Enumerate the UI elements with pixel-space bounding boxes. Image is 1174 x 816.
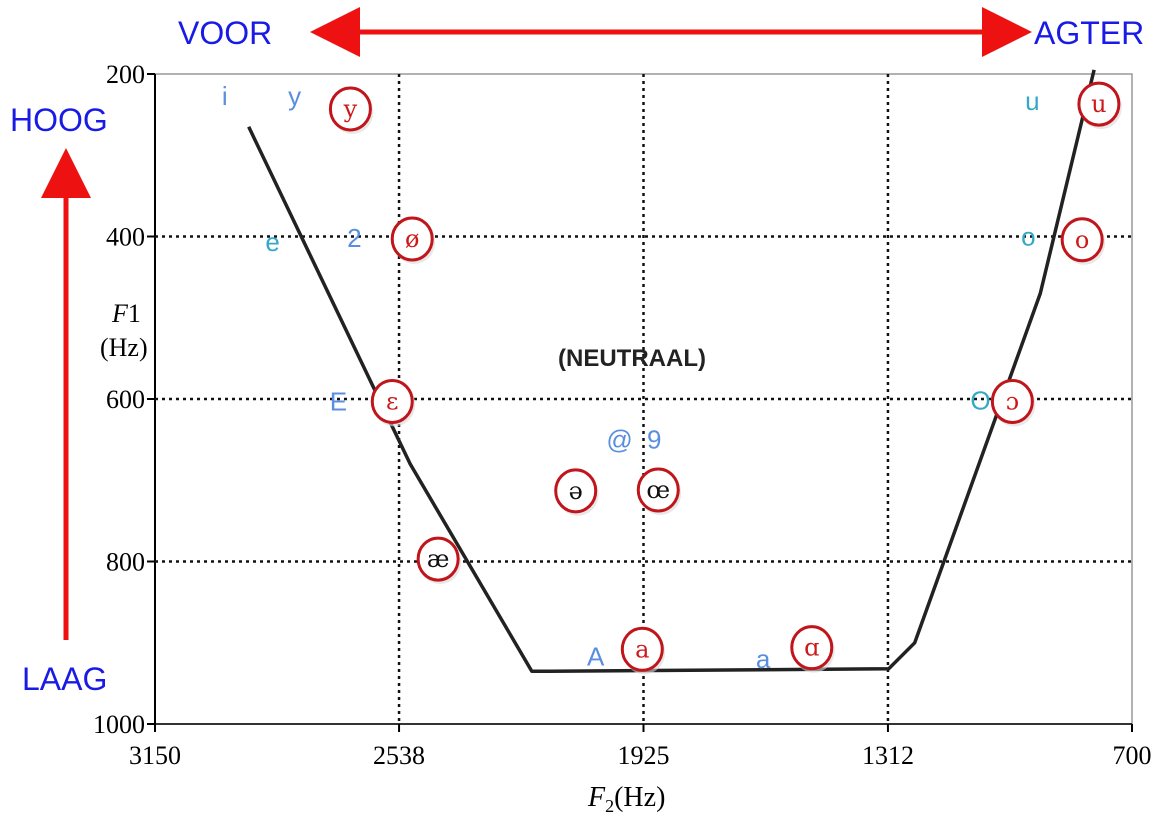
x-tick-label: 3150 — [129, 741, 181, 770]
sampa-label: 2 — [347, 223, 361, 253]
circled-vowel: ɔ — [990, 378, 1036, 427]
vowel-circle — [370, 378, 414, 424]
sampa-labels: i y e 2 E @ 9 A a u o O — [222, 81, 1040, 674]
sampa-label: u — [1025, 86, 1039, 116]
circled-vowel: ɑ — [790, 625, 835, 673]
sampa-label: y — [288, 81, 301, 111]
vowel-circle — [1077, 81, 1121, 127]
circled-vowel: a — [620, 626, 666, 675]
y-tick-label: 400 — [106, 223, 145, 252]
vowel-circle — [990, 378, 1034, 424]
low-label: LAAG — [22, 661, 107, 697]
vowel-symbol: œ — [646, 476, 670, 504]
sampa-label: a — [756, 644, 771, 674]
sampa-label: e — [265, 227, 279, 257]
sampa-label: o — [1021, 222, 1035, 252]
x-axis-title: F2(Hz) — [587, 782, 665, 816]
vowel-symbol: u — [1091, 90, 1106, 118]
vowel-circle — [1060, 217, 1104, 263]
circled-vowels: y ø ɛ æ ə œ a ɑ ɔ o u — [328, 81, 1122, 675]
sampa-label: A — [587, 642, 605, 672]
x-tick-label: 2538 — [373, 741, 425, 770]
circled-vowel: œ — [636, 467, 682, 515]
circled-vowel: y — [328, 86, 374, 134]
vowel-symbol: y — [343, 95, 358, 123]
vowel-symbol: æ — [427, 545, 450, 573]
vowel-symbol: ə — [569, 477, 583, 505]
vowel-symbol: ɔ — [1006, 387, 1019, 415]
x-tick-label: 1925 — [618, 741, 670, 770]
y-tick-label: 1000 — [93, 710, 145, 739]
circled-vowel: ɛ — [370, 378, 416, 427]
back-label: AGTER — [1034, 15, 1144, 51]
sampa-label: E — [330, 386, 347, 416]
neutral-label: (NEUTRAAL) — [558, 345, 706, 372]
vowel-symbol: ɑ — [804, 634, 819, 662]
vowel-symbol: o — [1075, 226, 1089, 254]
vowel-circle — [790, 625, 834, 671]
vowel-circle — [390, 216, 434, 262]
vowel-circle — [328, 86, 372, 132]
high-label: HOOG — [10, 102, 108, 138]
vowel-symbol: ø — [405, 225, 419, 253]
x-tick-label: 1312 — [862, 741, 914, 770]
circled-vowel: u — [1077, 81, 1122, 130]
sampa-label: O — [970, 386, 990, 416]
sampa-label: @ — [606, 425, 632, 455]
circled-vowel: æ — [416, 536, 462, 585]
front-label: VOOR — [178, 15, 272, 51]
circled-vowel: ə — [554, 468, 599, 516]
vowel-circle — [416, 536, 460, 582]
vowel-circle — [554, 468, 598, 514]
vowel-symbol: ɛ — [386, 387, 398, 415]
y-tick-label: 800 — [106, 548, 145, 577]
x-tick-label: 700 — [1113, 741, 1152, 770]
circled-vowel: o — [1060, 217, 1106, 265]
sampa-label: 9 — [647, 425, 661, 455]
vowel-symbol: a — [635, 635, 649, 663]
y-axis-unit: (Hz) — [100, 333, 148, 362]
circled-vowel: ø — [390, 216, 436, 264]
vowel-circle — [620, 626, 664, 672]
vowel-trapezoid-curve — [247, 69, 1096, 673]
y-tick-label: 600 — [106, 385, 145, 414]
y-tick-label: 200 — [106, 60, 145, 89]
sampa-label: i — [222, 81, 228, 111]
y-axis-title: F1 — [111, 299, 141, 328]
vowel-circle — [636, 467, 680, 513]
